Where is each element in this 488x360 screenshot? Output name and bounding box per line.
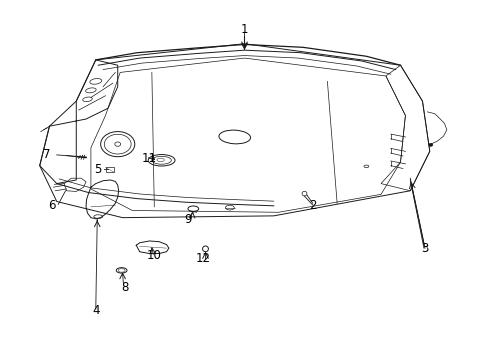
Text: 8: 8 — [121, 281, 128, 294]
Ellipse shape — [428, 143, 432, 146]
Text: 7: 7 — [43, 148, 51, 161]
Text: 3: 3 — [420, 242, 427, 255]
Text: 5: 5 — [94, 163, 102, 176]
Text: 11: 11 — [142, 152, 157, 165]
Text: 9: 9 — [184, 213, 192, 226]
Text: 1: 1 — [240, 23, 248, 36]
Text: 10: 10 — [146, 249, 162, 262]
Text: 12: 12 — [195, 252, 210, 265]
Text: 6: 6 — [48, 199, 56, 212]
Text: 2: 2 — [308, 199, 316, 212]
Text: 4: 4 — [92, 305, 100, 318]
